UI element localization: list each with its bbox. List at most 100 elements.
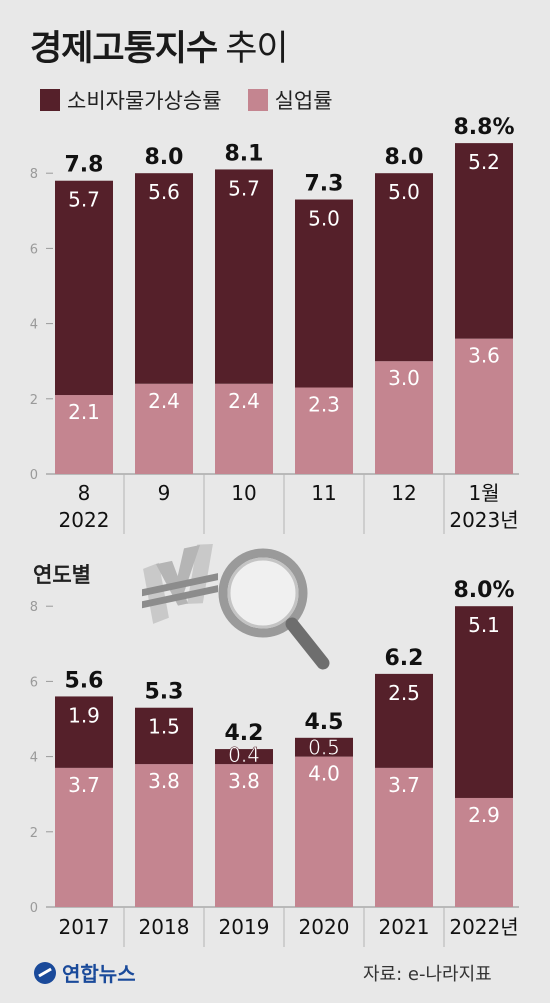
value-label-unemployment: 2.4 [148, 389, 180, 413]
chart-title: 경제고통지수 추이 [30, 29, 289, 69]
y-tick-label: 4 [30, 318, 38, 333]
bar-unemployment [455, 338, 513, 474]
brand-name: 연합뉴스 [62, 962, 136, 986]
bar-unemployment [455, 797, 513, 907]
total-label: 8.8% [453, 115, 514, 140]
legend-item-unemployment: 실업률 [247, 85, 333, 115]
x-tick-label: 8 [78, 481, 91, 505]
x-tick-label: 2021 [379, 915, 430, 939]
value-label-cpi: 5.7 [228, 176, 260, 200]
bar-cpi [215, 749, 273, 765]
value-label-unemployment: 2.3 [308, 393, 340, 417]
x-tick-label: 11 [311, 481, 336, 505]
value-label-cpi: 5.6 [148, 180, 180, 204]
x-tick-label: 2020 [299, 915, 350, 939]
bar-unemployment [55, 395, 113, 474]
bar-unemployment [295, 756, 353, 907]
total-label: 5.6 [65, 668, 104, 693]
value-label-unemployment: 3.7 [388, 773, 420, 797]
legend-item-cpi: 소비자물가상승률 [40, 85, 222, 115]
bar-unemployment [215, 383, 273, 474]
brand: 연합뉴스 [34, 958, 136, 987]
bar-unemployment [375, 767, 433, 907]
value-label-unemployment: 3.8 [148, 769, 180, 793]
bar-unemployment [375, 361, 433, 474]
bar-cpi [55, 696, 113, 768]
value-label-cpi: 5.0 [308, 207, 340, 231]
total-label: 8.0% [453, 578, 514, 603]
legend-swatch-cpi [40, 89, 60, 111]
x-tick-label: 2022 [59, 508, 110, 532]
yonhap-logo-icon [34, 961, 56, 984]
bar-cpi [295, 199, 353, 388]
y-tick-label: 0 [30, 468, 38, 483]
y-tick-label: 6 [30, 242, 38, 257]
x-tick-label: 1월 [468, 481, 499, 505]
value-label-cpi: 5.2 [468, 150, 500, 174]
x-tick-label: 12 [391, 481, 416, 505]
x-tick-label: 2019 [219, 915, 270, 939]
total-label: 5.3 [145, 680, 184, 705]
value-label-cpi: 1.5 [148, 715, 180, 739]
value-label-cpi: 1.9 [68, 703, 100, 727]
value-label-cpi: 5.0 [388, 180, 420, 204]
won-sign-icon [142, 544, 218, 624]
annual-chart: 연도별024683.71.95.620173.81.55.320183.80.4… [30, 563, 519, 947]
value-label-unemployment: 3.0 [388, 366, 420, 390]
value-label-unemployment: 2.4 [228, 389, 260, 413]
total-label: 8.0 [145, 145, 184, 170]
total-label: 6.2 [385, 646, 424, 671]
y-tick-label: 0 [30, 901, 38, 916]
bar-cpi [375, 673, 433, 768]
value-label-cpi: 5.1 [468, 613, 500, 637]
bar-cpi [215, 169, 273, 384]
value-label-unemployment: 3.6 [468, 344, 500, 368]
bar-cpi [135, 173, 193, 384]
value-label-cpi: 2.5 [388, 681, 420, 705]
total-label: 8.1 [225, 141, 264, 166]
bar-cpi [55, 180, 113, 396]
bar-cpi [295, 737, 353, 757]
x-tick-label: 2017 [59, 915, 110, 939]
source-note: 자료: e-나라지표 [363, 964, 492, 985]
x-tick-label: 10 [231, 481, 256, 505]
magnifier-icon [218, 548, 330, 670]
bar-unemployment [55, 767, 113, 907]
legend-label-unemployment: 실업률 [274, 89, 333, 113]
legend-swatch-unemployment [247, 89, 268, 111]
bar-cpi [375, 173, 433, 362]
y-tick-label: 8 [30, 167, 38, 182]
legend-label-cpi: 소비자물가상승률 [67, 89, 222, 113]
x-tick-label: 9 [158, 481, 171, 505]
total-label: 4.5 [305, 710, 344, 735]
value-label-cpi: 0.4 [228, 743, 260, 767]
bar-unemployment [135, 764, 193, 907]
value-label-cpi: 0.5 [308, 736, 340, 760]
y-tick-label: 8 [30, 600, 38, 615]
annual-chart-title: 연도별 [33, 563, 91, 587]
bar-cpi [455, 606, 513, 798]
value-label-unemployment: 3.7 [68, 773, 100, 797]
y-tick-label: 4 [30, 751, 38, 766]
bar-unemployment [135, 383, 193, 474]
x-tick-label: 2018 [139, 915, 190, 939]
total-label: 7.3 [305, 172, 344, 197]
value-label-unemployment: 2.9 [468, 803, 500, 827]
won-magnifier-illustration [142, 544, 330, 670]
y-tick-label: 2 [30, 393, 38, 408]
y-tick-label: 2 [30, 826, 38, 841]
value-label-unemployment: 3.8 [228, 769, 260, 793]
total-label: 8.0 [385, 145, 424, 170]
y-tick-label: 6 [30, 675, 38, 690]
bar-cpi [135, 707, 193, 765]
bar-unemployment [215, 764, 273, 907]
bar-cpi [455, 143, 513, 339]
total-label: 7.8 [65, 153, 104, 178]
total-label: 4.2 [225, 721, 264, 746]
value-label-cpi: 5.7 [68, 188, 100, 212]
x-tick-label: 2023년 [449, 508, 518, 532]
legend: 소비자물가상승률 실업률 [40, 86, 359, 114]
monthly-chart: 0 2 4 6 8 2.1 5.7 7.8 8 2022 2.4 5.6 8.0 9 2.4 5.7 8.1 10… [30, 115, 519, 534]
value-label-unemployment: 4.0 [308, 762, 340, 786]
